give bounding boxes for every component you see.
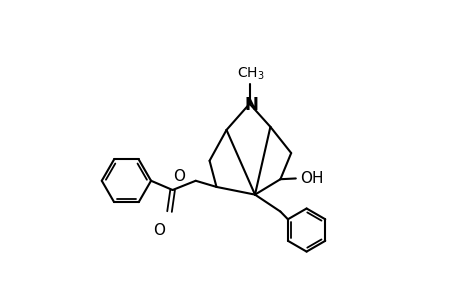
- Text: O: O: [173, 169, 185, 184]
- Text: CH$_3$: CH$_3$: [237, 66, 264, 82]
- Text: O: O: [152, 223, 164, 238]
- Text: N: N: [244, 95, 257, 113]
- Text: OH: OH: [299, 171, 323, 186]
